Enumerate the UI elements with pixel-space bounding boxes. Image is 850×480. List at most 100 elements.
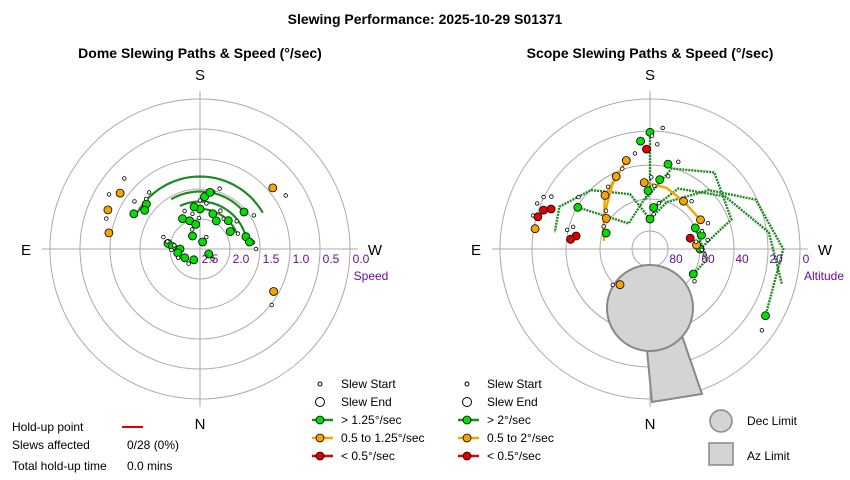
scope-compass-e: E (471, 242, 481, 259)
dome-slew-start-point (189, 227, 195, 232)
dome-slew-start-point (235, 231, 241, 236)
dome-slew-start-point (204, 201, 209, 206)
scope-legend-mid: 0.5 to 2°/sec (487, 431, 554, 445)
scope-slew-start-point (549, 194, 554, 199)
scope-slew-points (530, 125, 770, 333)
scope-slew-end-point (600, 190, 610, 200)
scope-slew-start-point (652, 183, 657, 188)
legend-fast-marker (315, 415, 325, 425)
dome-slew-start-point (106, 192, 112, 197)
dome-slew-start-point (143, 196, 149, 202)
scope-slew-start-point (620, 166, 625, 171)
dome-slew-end-point (268, 183, 278, 193)
scope-slew-end-point (761, 311, 770, 321)
dome-slew-start-point (132, 199, 137, 204)
holdup-label: Hold-up point (12, 420, 84, 434)
scope-tick-60: 60 (701, 252, 715, 266)
scope-compass-w: W (818, 242, 833, 259)
scope-title: Scope Slewing Paths & Speed (°/sec) (527, 45, 774, 61)
scope-legend-end-marker (462, 397, 472, 407)
scope-slew-start-point (610, 282, 615, 288)
scope-compass-s: S (645, 67, 655, 84)
dome-legend-slow: < 0.5°/sec (341, 449, 395, 463)
dome-slew-start-point (251, 213, 257, 218)
dec-limit-legend-icon (709, 409, 733, 433)
dome-tick-1-0: 1.0 (293, 252, 310, 266)
scope-slew-end-point (601, 213, 611, 223)
scope-slew-start-point (541, 194, 546, 200)
scope-slew-start-point (660, 125, 665, 131)
dome-slew-start-point (196, 215, 202, 221)
dome-slew-start-point (253, 246, 259, 252)
scope-slew-start-point (702, 252, 707, 257)
scope-slew-end-point (663, 159, 673, 169)
scope-tick-80: 80 (669, 252, 683, 266)
dome-slew-start-point (146, 190, 152, 195)
scope-legend: Slew Start Slew End > 2°/sec 0.5 to 2°/s… (458, 377, 798, 466)
scope-slew-end-point (645, 214, 655, 224)
dome-legend-start: Slew Start (341, 377, 396, 391)
scope-slew-start-point (651, 211, 656, 217)
dome-slew-end-point (104, 228, 114, 238)
scope-slew-start-point (705, 220, 711, 226)
total-holdup-value: 0.0 mins (127, 459, 172, 473)
dome-axis-name: Speed (354, 269, 389, 283)
dome-slew-end-point (205, 187, 215, 197)
slews-affected-value: 0/28 (0%) (127, 438, 179, 452)
scope-slew-end-point (573, 202, 583, 212)
dome-slew-end-point (204, 249, 214, 259)
scope-legend-mid-marker (462, 433, 472, 443)
dome-slew-end-point (191, 219, 201, 229)
scope-slew-path (644, 167, 733, 250)
scope-axis-name: Altitude (804, 269, 844, 283)
scope-slew-path (577, 132, 652, 225)
dome-legend-mid: 0.5 to 1.25°/sec (341, 431, 425, 445)
scope-slew-end-point (530, 224, 540, 234)
scope-slew-end-point (685, 233, 695, 243)
scope-slew-path (649, 188, 785, 317)
dome-slew-end-point (225, 227, 235, 236)
scope-legend-fast-marker (462, 415, 472, 425)
scope-slew-end-point (639, 178, 649, 188)
dome-slew-start-point (217, 186, 222, 191)
dome-slew-start-point (218, 208, 223, 213)
dome-slew-end-point (208, 209, 218, 219)
scope-slew-end-point (643, 186, 653, 196)
scope-slew-start-point (699, 228, 705, 234)
az-limit-label: Az Limit (747, 449, 790, 463)
scope-slew-end-point (615, 280, 625, 290)
dome-slew-end-point (245, 237, 254, 247)
dome-compass-w: W (368, 242, 383, 259)
scope-legend-start-marker (464, 381, 470, 387)
scope-slew-end-point (679, 196, 688, 206)
legend-mid-marker (315, 433, 325, 443)
dome-slew-end-point (211, 216, 221, 226)
scope-slew-end-point (533, 212, 543, 222)
scope-slew-end-point (655, 175, 665, 185)
scope-slew-start-point (535, 201, 540, 206)
dome-slew-start-point (190, 211, 195, 216)
scope-slew-end-point (546, 204, 556, 214)
dome-slew-end-point (188, 231, 197, 241)
scope-slew-end-point (696, 215, 705, 225)
scope-legend-slow-marker (462, 451, 472, 461)
total-holdup-label: Total hold-up time (12, 459, 107, 473)
scope-slew-path (652, 187, 784, 285)
scope-slew-end-point (649, 203, 658, 212)
slews-affected-label: Slews affected (12, 438, 90, 452)
scope-slew-start-point (655, 142, 660, 147)
scope-slew-end-point (621, 156, 631, 165)
scope-slew-start-point (705, 237, 710, 243)
scope-legend-start: Slew Start (487, 377, 542, 391)
dome-tick-2-0: 2.0 (233, 252, 250, 266)
dome-tick-1-5: 1.5 (263, 252, 280, 266)
legend-slow-marker (315, 451, 325, 461)
scope-slew-paths (553, 132, 785, 317)
dome-slew-start-point (234, 219, 239, 224)
scope-slew-start-point (689, 198, 694, 204)
dome-legend-end: Slew End (341, 395, 392, 409)
dome-compass-n: N (195, 416, 206, 433)
scope-slew-start-point (603, 208, 609, 213)
scope-slew-end-point (566, 234, 575, 244)
